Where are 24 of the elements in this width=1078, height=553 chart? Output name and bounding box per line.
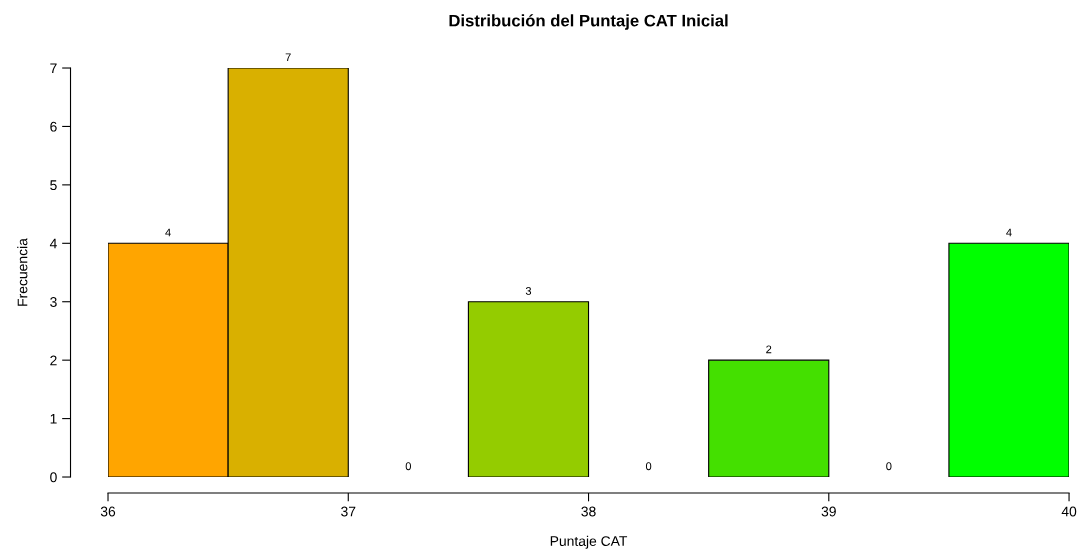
data-label: 3 <box>525 286 532 295</box>
y-tick-label: 6 <box>50 121 57 132</box>
y-tick-label: 1 <box>50 414 57 424</box>
chart-title: Distribución del Puntaje CAT Inicial <box>449 14 728 30</box>
y-tick-label: 3 <box>50 297 57 307</box>
x-tick-label: 36 <box>100 506 116 517</box>
y-tick-label: 4 <box>49 238 57 249</box>
y-tick-label: 2 <box>50 355 57 366</box>
y-tick-label: 0 <box>50 472 57 483</box>
x-tick-label: 40 <box>1061 506 1077 517</box>
x-tick-label: 37 <box>341 506 356 517</box>
data-label: 0 <box>886 462 892 471</box>
data-label: 0 <box>645 462 652 471</box>
x-axis-title: Puntaje CAT <box>550 535 628 549</box>
y-axis-title: Frecuencia <box>17 238 28 306</box>
x-tick-label: 38 <box>581 506 596 517</box>
data-label: 0 <box>405 462 411 471</box>
x-tick-label: 39 <box>821 506 836 517</box>
data-label: 4 <box>165 228 171 237</box>
y-tick-label: 5 <box>50 180 57 191</box>
data-label: 2 <box>766 345 772 354</box>
data-label: 4 <box>1006 228 1012 237</box>
data-label: 7 <box>285 53 291 62</box>
y-tick-label: 7 <box>50 63 57 74</box>
